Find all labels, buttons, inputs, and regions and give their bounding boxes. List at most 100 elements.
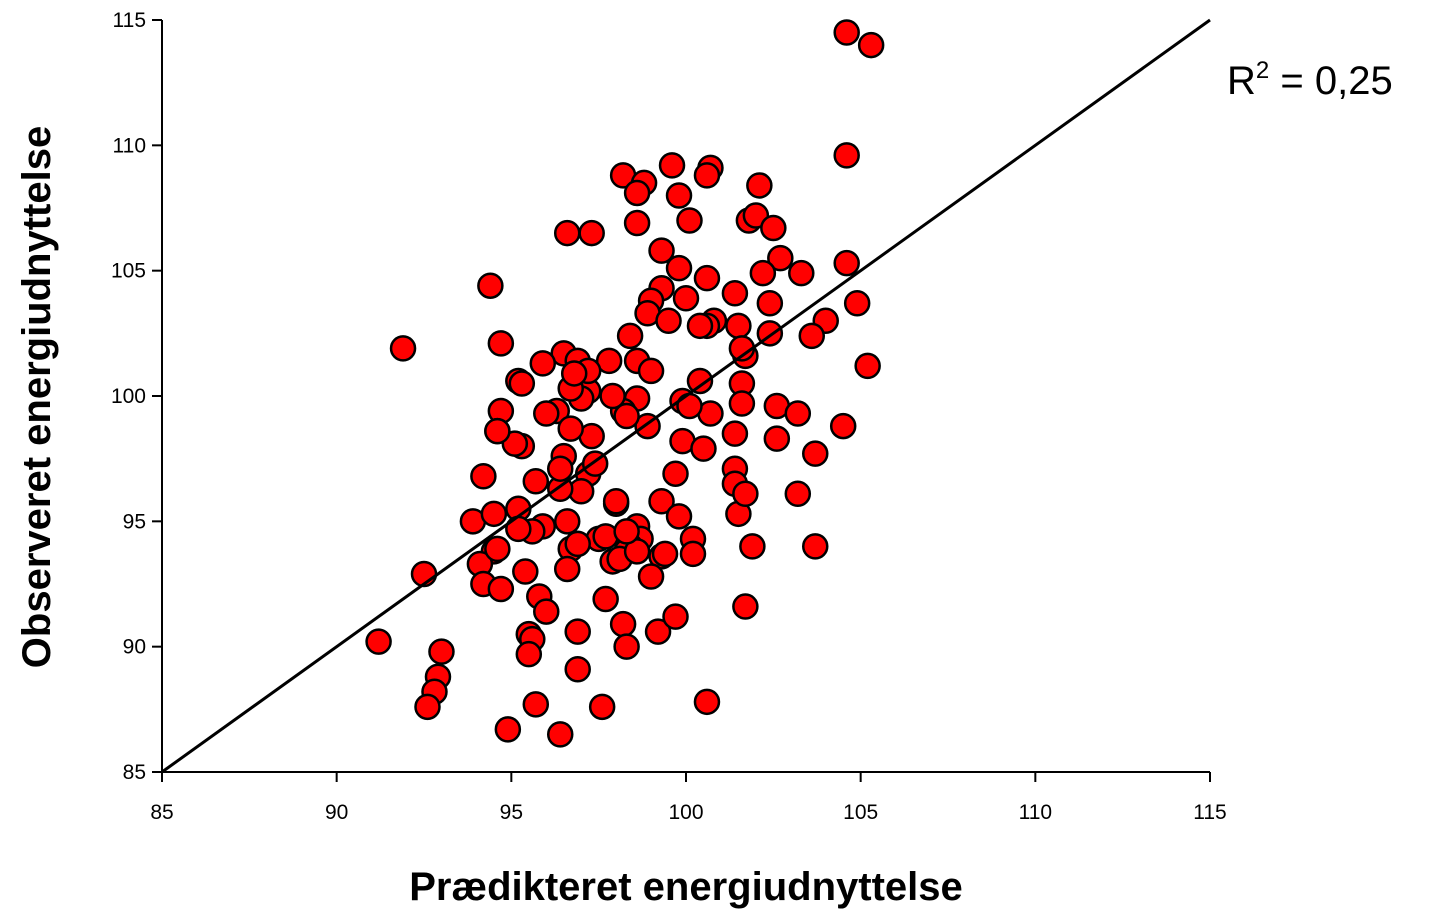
r-squared-superscript: 2 (1256, 57, 1269, 84)
y-tick-label: 85 (123, 761, 146, 784)
data-point (564, 530, 591, 558)
data-point (588, 693, 616, 721)
data-point (508, 370, 536, 397)
data-point (749, 259, 777, 287)
data-point (522, 467, 550, 495)
data-point (564, 655, 591, 683)
data-point (655, 307, 682, 335)
data-point (676, 392, 703, 420)
data-point (515, 640, 543, 668)
data-point (428, 638, 455, 665)
data-point (767, 244, 794, 272)
data-point (854, 352, 881, 380)
data-point (623, 179, 651, 207)
data-point (560, 360, 588, 387)
y-tick-label: 90 (123, 636, 146, 659)
data-point (686, 367, 714, 395)
y-tick-label: 95 (123, 510, 146, 533)
data-point (756, 290, 784, 317)
data-point (613, 518, 640, 545)
data-point (802, 440, 829, 467)
y-tick-label: 100 (111, 385, 146, 408)
r-squared-base: R (1227, 59, 1256, 103)
data-point (693, 688, 721, 716)
x-tick-label: 90 (325, 801, 348, 824)
data-point (595, 347, 623, 375)
data-point (665, 182, 693, 209)
data-point (557, 415, 584, 442)
data-point (613, 633, 640, 660)
data-point (739, 533, 766, 560)
data-point (690, 435, 717, 462)
data-point (833, 19, 860, 46)
data-point (494, 716, 522, 743)
data-point (693, 162, 721, 189)
data-point (564, 618, 591, 645)
x-tick-label: 100 (668, 801, 703, 824)
data-point (389, 335, 417, 362)
data-point (693, 264, 721, 292)
data-point (721, 420, 749, 447)
data-point (470, 462, 497, 490)
data-point (414, 693, 441, 721)
data-point (648, 237, 675, 264)
data-point (802, 533, 829, 560)
data-point (788, 259, 815, 287)
data-point (529, 350, 557, 377)
data-point (505, 515, 532, 543)
data-point (665, 503, 693, 530)
data-point (829, 412, 857, 440)
data-point (686, 312, 714, 340)
r-squared-annotation: R2 = 0,25 (1227, 57, 1393, 103)
data-point (658, 152, 686, 179)
data-point (732, 593, 759, 620)
data-point (651, 540, 679, 568)
data-point (480, 500, 508, 528)
data-point (746, 172, 773, 199)
y-tick-label: 115 (113, 9, 146, 32)
data-point (637, 563, 665, 590)
r-squared-value: = 0,25 (1269, 59, 1392, 103)
data-point (487, 575, 515, 603)
data-point (616, 322, 644, 350)
data-point (637, 357, 665, 385)
y-axis-title: Observeret energiudnyttelse (15, 126, 59, 668)
data-points (365, 19, 885, 748)
data-point (533, 598, 560, 625)
data-point (833, 249, 860, 277)
data-point (784, 400, 812, 427)
data-point (648, 488, 675, 515)
data-point (623, 209, 651, 237)
data-point (662, 460, 689, 487)
data-point (784, 480, 812, 508)
data-point (665, 254, 693, 282)
data-point (676, 207, 703, 234)
data-point (763, 425, 791, 452)
x-tick-label: 115 (1193, 801, 1226, 824)
data-point (672, 284, 700, 312)
data-point (533, 400, 560, 427)
data-point (662, 603, 689, 630)
data-point (365, 628, 392, 655)
x-axis-ticks: 85 90 95 100 105 110 115 (150, 772, 1227, 824)
data-point (721, 279, 749, 307)
x-axis-title: Prædikteret energiudnyttelse (409, 865, 963, 909)
x-tick-label: 85 (150, 801, 173, 824)
data-point (553, 219, 581, 247)
x-tick-label: 110 (1019, 801, 1052, 824)
data-point (833, 142, 860, 169)
data-point (553, 508, 581, 535)
data-point (609, 610, 637, 638)
data-point (512, 558, 539, 585)
data-point (732, 480, 759, 508)
y-tick-label: 105 (111, 260, 146, 283)
data-point (760, 214, 787, 242)
data-point (484, 417, 511, 445)
y-axis-ticks: 85 90 95 100 105 110 115 (111, 9, 162, 784)
data-point (522, 691, 550, 718)
data-point (602, 488, 630, 515)
data-point (546, 721, 574, 748)
data-point (679, 540, 707, 568)
y-tick-label: 110 (113, 134, 146, 157)
